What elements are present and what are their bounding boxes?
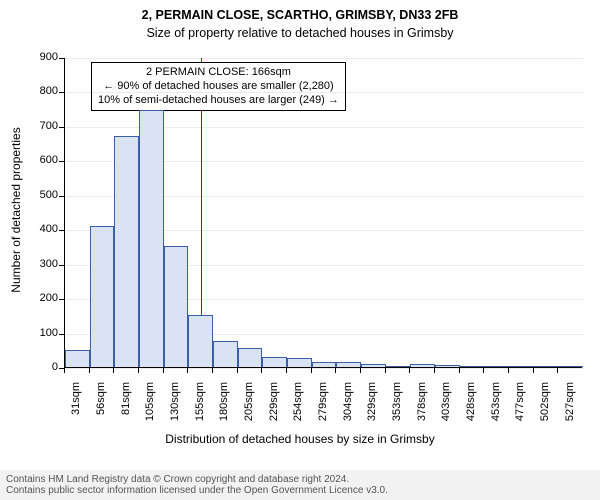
- histogram-bar: [164, 246, 189, 367]
- ytick-label: 700: [22, 120, 58, 132]
- xtick-label: 477sqm: [514, 382, 526, 432]
- histogram-bar: [460, 366, 485, 367]
- ytick-label: 400: [22, 223, 58, 235]
- xtick-label: 453sqm: [490, 382, 502, 432]
- histogram-bar: [410, 364, 435, 367]
- histogram-bar: [336, 362, 361, 367]
- ytick-label: 100: [22, 327, 58, 339]
- xtick-mark: [212, 368, 213, 373]
- ytick-label: 800: [22, 85, 58, 97]
- xtick-label: 304sqm: [342, 382, 354, 432]
- xtick-mark: [533, 368, 534, 373]
- histogram-bar: [188, 315, 213, 367]
- xtick-mark: [409, 368, 410, 373]
- footer-attribution: Contains HM Land Registry data © Crown c…: [0, 470, 600, 500]
- histogram-bar: [238, 348, 263, 367]
- x-axis-label: Distribution of detached houses by size …: [0, 432, 600, 446]
- chart-title-address: 2, PERMAIN CLOSE, SCARTHO, GRIMSBY, DN33…: [0, 8, 600, 22]
- footer-line-1: Contains HM Land Registry data © Crown c…: [6, 474, 594, 485]
- xtick-label: 205sqm: [243, 382, 255, 432]
- histogram-bar: [213, 341, 238, 367]
- xtick-label: 527sqm: [564, 382, 576, 432]
- xtick-mark: [459, 368, 460, 373]
- property-size-chart: 2, PERMAIN CLOSE, SCARTHO, GRIMSBY, DN33…: [0, 0, 600, 500]
- histogram-bar: [558, 366, 583, 367]
- xtick-label: 229sqm: [268, 382, 280, 432]
- ytick-mark: [59, 161, 64, 162]
- ytick-mark: [59, 334, 64, 335]
- xtick-mark: [360, 368, 361, 373]
- xtick-mark: [286, 368, 287, 373]
- xtick-mark: [261, 368, 262, 373]
- histogram-bar: [114, 136, 139, 367]
- plot-area: 2 PERMAIN CLOSE: 166sqm ← 90% of detache…: [64, 58, 582, 368]
- annotation-line-3: 10% of semi-detached houses are larger (…: [98, 94, 339, 108]
- xtick-mark: [187, 368, 188, 373]
- annotation-line-1: 2 PERMAIN CLOSE: 166sqm: [98, 66, 339, 80]
- xtick-label: 180sqm: [218, 382, 230, 432]
- xtick-mark: [434, 368, 435, 373]
- ytick-label: 300: [22, 258, 58, 270]
- xtick-mark: [557, 368, 558, 373]
- xtick-mark: [113, 368, 114, 373]
- xtick-label: 105sqm: [144, 382, 156, 432]
- xtick-label: 403sqm: [440, 382, 452, 432]
- xtick-label: 130sqm: [169, 382, 181, 432]
- xtick-mark: [335, 368, 336, 373]
- ytick-mark: [59, 92, 64, 93]
- histogram-bar: [139, 110, 164, 367]
- xtick-label: 254sqm: [292, 382, 304, 432]
- gridline: [65, 92, 583, 93]
- histogram-bar: [484, 366, 509, 367]
- histogram-bar: [386, 366, 411, 367]
- annotation-box: 2 PERMAIN CLOSE: 166sqm ← 90% of detache…: [91, 62, 346, 111]
- xtick-label: 155sqm: [194, 382, 206, 432]
- gridline: [65, 368, 583, 369]
- histogram-bar: [509, 366, 534, 367]
- xtick-mark: [138, 368, 139, 373]
- xtick-mark: [385, 368, 386, 373]
- ytick-mark: [59, 230, 64, 231]
- ytick-mark: [59, 58, 64, 59]
- xtick-label: 31sqm: [70, 382, 82, 432]
- ytick-label: 200: [22, 292, 58, 304]
- histogram-bar: [65, 350, 90, 367]
- histogram-bar: [312, 362, 337, 367]
- xtick-mark: [237, 368, 238, 373]
- xtick-label: 81sqm: [120, 382, 132, 432]
- xtick-mark: [163, 368, 164, 373]
- ytick-mark: [59, 299, 64, 300]
- histogram-bar: [90, 226, 115, 367]
- histogram-bar: [361, 364, 386, 367]
- ytick-label: 500: [22, 189, 58, 201]
- xtick-label: 353sqm: [391, 382, 403, 432]
- histogram-bar: [435, 365, 460, 367]
- xtick-mark: [483, 368, 484, 373]
- xtick-label: 329sqm: [366, 382, 378, 432]
- histogram-bar: [262, 357, 287, 367]
- chart-title-desc: Size of property relative to detached ho…: [0, 26, 600, 40]
- xtick-mark: [311, 368, 312, 373]
- gridline: [65, 58, 583, 59]
- xtick-label: 279sqm: [317, 382, 329, 432]
- ytick-label: 900: [22, 51, 58, 63]
- ytick-label: 600: [22, 154, 58, 166]
- ytick-mark: [59, 196, 64, 197]
- footer-line-2: Contains public sector information licen…: [6, 485, 594, 496]
- xtick-mark: [508, 368, 509, 373]
- ytick-mark: [59, 127, 64, 128]
- xtick-label: 502sqm: [539, 382, 551, 432]
- xtick-label: 378sqm: [416, 382, 428, 432]
- xtick-mark: [89, 368, 90, 373]
- ytick-label: 0: [22, 361, 58, 373]
- xtick-label: 428sqm: [465, 382, 477, 432]
- xtick-mark: [64, 368, 65, 373]
- ytick-mark: [59, 265, 64, 266]
- histogram-bar: [287, 358, 312, 367]
- histogram-bar: [534, 366, 559, 367]
- y-axis-label: Number of detached properties: [9, 80, 23, 340]
- annotation-line-2: ← 90% of detached houses are smaller (2,…: [98, 80, 339, 94]
- xtick-label: 56sqm: [95, 382, 107, 432]
